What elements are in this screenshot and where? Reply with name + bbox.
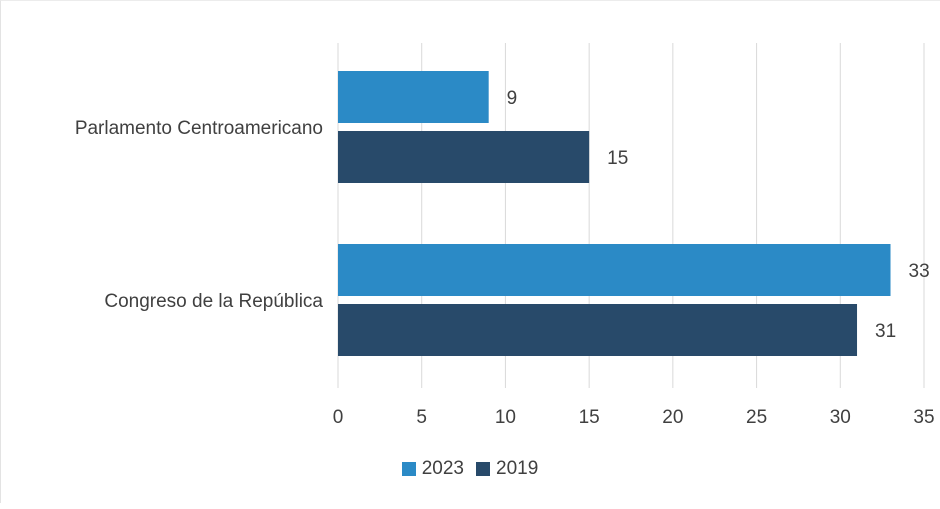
category-label-1: Congreso de la República	[104, 291, 323, 312]
data-label-2023-0: 9	[507, 88, 518, 109]
bar-2023-0	[338, 71, 489, 123]
legend-label-2019: 2019	[496, 458, 539, 479]
x-tick-label-30: 30	[830, 407, 851, 428]
legend-item-2019: 2019	[476, 458, 538, 480]
legend: 2023 2019	[0, 458, 940, 480]
x-tick-label-0: 0	[333, 407, 344, 428]
data-label-2019-1: 31	[875, 321, 896, 342]
category-labels: Parlamento Centroamericano Congreso de la…	[75, 118, 324, 312]
bar-2019-0	[338, 131, 590, 183]
legend-label-2023: 2023	[421, 458, 464, 479]
bar-2019-1	[338, 304, 858, 356]
legend-swatch-2023	[401, 462, 416, 476]
x-tick-label-15: 15	[579, 407, 600, 428]
x-tick-label-10: 10	[495, 407, 516, 428]
x-tick-label-35: 35	[913, 407, 934, 428]
data-label-2019-0: 15	[607, 148, 628, 169]
x-axis-tick-labels: 0 5 10 15 20 25 30 35	[333, 407, 935, 428]
x-tick-label-25: 25	[746, 407, 767, 428]
category-label-0: Parlamento Centroamericano	[75, 118, 323, 139]
data-label-2023-1: 33	[909, 261, 930, 282]
bars	[338, 71, 891, 356]
data-labels: 9 15 33 31	[507, 88, 930, 342]
x-tick-label-20: 20	[662, 407, 683, 428]
x-tick-label-5: 5	[416, 407, 427, 428]
legend-item-2023: 2023	[401, 458, 464, 480]
legend-swatch-2019	[476, 462, 490, 476]
bar-2023-1	[338, 244, 891, 296]
